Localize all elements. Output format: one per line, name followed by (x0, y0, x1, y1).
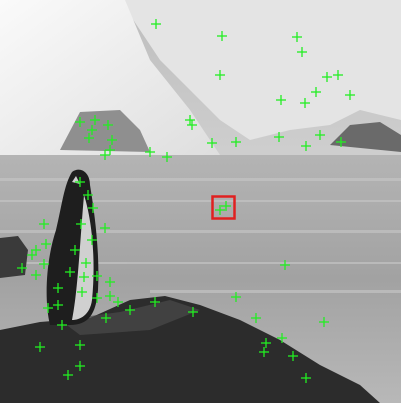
rock-highlight (60, 300, 200, 335)
keypoints (17, 19, 355, 383)
selection-box (211, 195, 236, 220)
ice-cave (60, 110, 150, 152)
penguin-belly (72, 195, 94, 320)
waves (0, 178, 401, 293)
glacier (0, 0, 220, 158)
far-rock (330, 122, 401, 152)
snow-slope (120, 0, 401, 140)
